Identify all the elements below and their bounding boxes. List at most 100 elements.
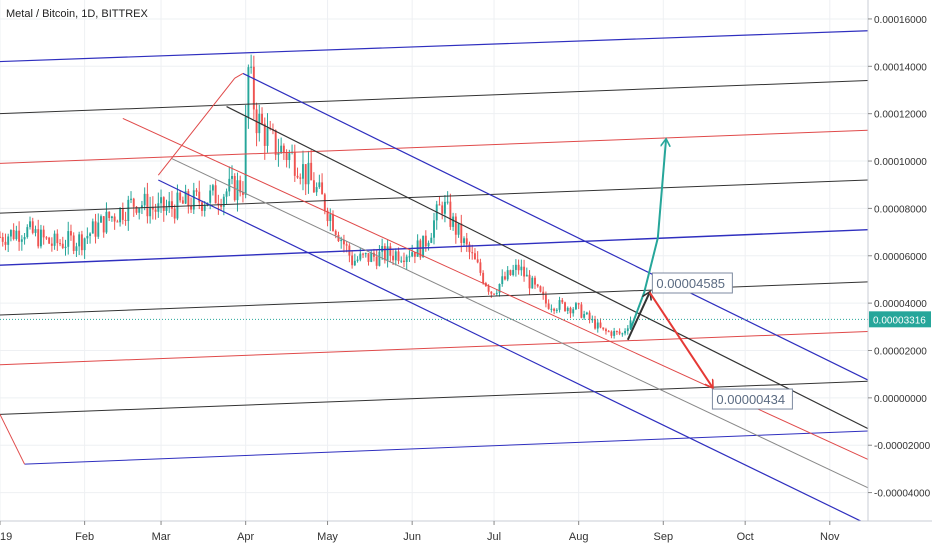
candle bbox=[124, 211, 127, 226]
candle-body bbox=[607, 331, 610, 333]
candle-body bbox=[615, 331, 618, 333]
candle-body bbox=[367, 253, 370, 262]
candle-body bbox=[214, 185, 217, 204]
candle-body bbox=[97, 222, 100, 237]
candle-body bbox=[493, 293, 496, 295]
candle-body bbox=[572, 309, 575, 314]
candle-body bbox=[566, 307, 569, 311]
candle bbox=[422, 235, 425, 258]
candle bbox=[39, 224, 42, 249]
exchange-label: BITTREX bbox=[101, 8, 148, 20]
candle-body bbox=[487, 285, 490, 292]
candle bbox=[203, 201, 206, 217]
candle bbox=[173, 204, 176, 224]
candle bbox=[326, 207, 329, 227]
candle bbox=[53, 230, 56, 250]
candle bbox=[302, 150, 304, 191]
x-tick-label: Apr bbox=[237, 531, 254, 543]
candle bbox=[403, 252, 405, 268]
candle-body bbox=[222, 196, 225, 207]
candle bbox=[506, 266, 509, 282]
candle bbox=[42, 225, 45, 245]
candle-body bbox=[239, 180, 242, 193]
candle-body bbox=[498, 284, 501, 293]
candle-body bbox=[315, 187, 318, 193]
candle-body bbox=[378, 251, 381, 266]
candle-body bbox=[296, 175, 299, 178]
candle bbox=[97, 213, 100, 239]
candle bbox=[566, 306, 569, 315]
candle-body bbox=[528, 274, 531, 289]
y-tick-label: 0.00000000 bbox=[874, 394, 927, 405]
candle bbox=[56, 229, 59, 251]
y-tick-label: 0.00014000 bbox=[874, 62, 927, 73]
candle-body bbox=[591, 319, 594, 321]
candle bbox=[15, 225, 18, 241]
candle-body bbox=[102, 216, 105, 233]
x-tick-label: Feb bbox=[75, 531, 94, 543]
candle bbox=[624, 328, 627, 336]
candle-body bbox=[274, 130, 277, 155]
candle bbox=[70, 224, 72, 241]
candle-body bbox=[176, 192, 179, 219]
candle bbox=[353, 253, 356, 267]
x-tick-label: Jul bbox=[487, 531, 501, 543]
candle bbox=[534, 275, 536, 290]
candle bbox=[59, 239, 62, 247]
candle bbox=[105, 202, 108, 234]
candle bbox=[569, 306, 572, 319]
candle-body bbox=[329, 214, 332, 222]
candle-body bbox=[411, 252, 414, 257]
candle-body bbox=[113, 216, 116, 222]
candle-body bbox=[39, 229, 42, 247]
candle-body bbox=[394, 251, 397, 261]
candle-body bbox=[280, 145, 283, 154]
candle bbox=[228, 166, 231, 197]
candle bbox=[342, 234, 345, 253]
trend-line bbox=[0, 229, 869, 266]
price-annotation: 0.00000434 bbox=[711, 388, 793, 410]
candle-body bbox=[135, 206, 138, 213]
candle-body bbox=[405, 256, 408, 263]
trend-line bbox=[0, 331, 869, 366]
candle bbox=[473, 248, 476, 260]
candle bbox=[78, 231, 81, 256]
annotation-text: 0.00004585 bbox=[656, 276, 725, 291]
candle bbox=[555, 308, 558, 314]
candle-body bbox=[250, 66, 253, 68]
candle bbox=[605, 327, 607, 335]
candle bbox=[135, 206, 138, 215]
candle-body bbox=[460, 223, 463, 244]
candle bbox=[435, 200, 438, 230]
candle-body bbox=[9, 230, 12, 237]
candle bbox=[132, 197, 135, 217]
candle bbox=[274, 129, 277, 161]
candle-body bbox=[190, 205, 193, 210]
candle-body bbox=[127, 199, 130, 221]
candle bbox=[89, 232, 92, 244]
candle bbox=[233, 173, 236, 202]
annotation-box bbox=[711, 388, 793, 410]
candle-body bbox=[261, 113, 263, 124]
candle bbox=[296, 167, 299, 179]
candle-body bbox=[413, 252, 416, 257]
candle-body bbox=[78, 234, 81, 247]
candle bbox=[171, 190, 173, 217]
candle-body bbox=[149, 207, 152, 217]
candle-body bbox=[293, 151, 296, 176]
candle-body bbox=[181, 200, 184, 204]
candle-body bbox=[520, 266, 523, 271]
candle-body bbox=[29, 221, 31, 228]
candle-body bbox=[599, 322, 602, 328]
candle bbox=[293, 144, 296, 182]
candle bbox=[493, 293, 496, 295]
candle-body bbox=[629, 320, 632, 329]
candle-body bbox=[345, 244, 348, 246]
candle bbox=[397, 247, 400, 265]
candle bbox=[195, 188, 198, 196]
candle-body bbox=[372, 252, 375, 257]
y-tick-label: -0.00002000 bbox=[874, 441, 931, 452]
candle-body bbox=[80, 234, 83, 251]
